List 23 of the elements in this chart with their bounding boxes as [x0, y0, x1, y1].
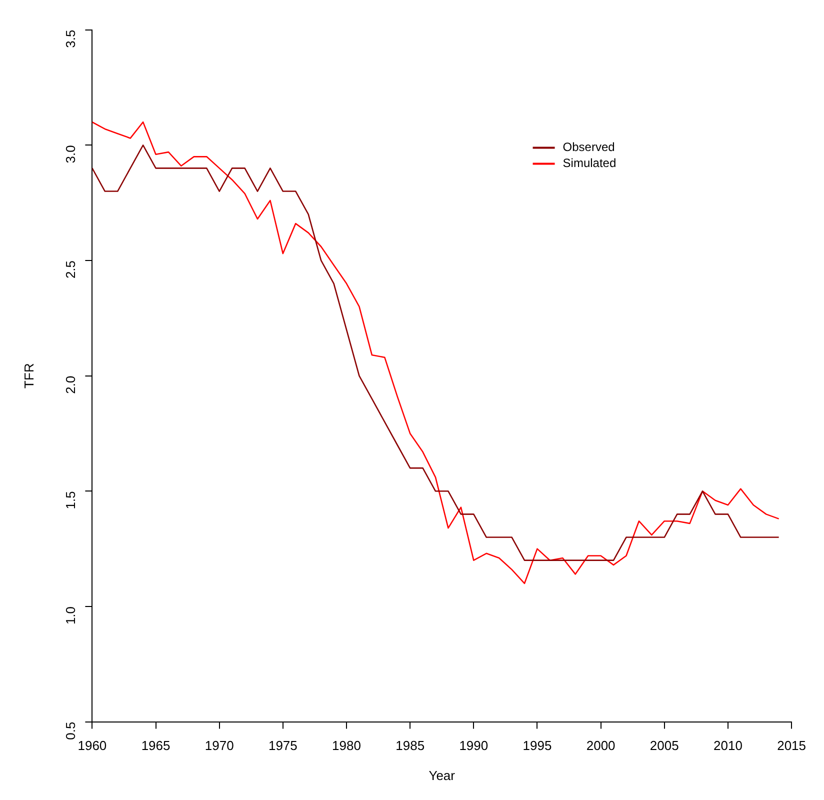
- x-tick-label: 2010: [714, 738, 742, 754]
- y-tick-label: 3.5: [62, 30, 78, 48]
- y-tick-label: 1.5: [62, 491, 78, 510]
- x-tick-label: 2005: [650, 738, 679, 754]
- x-axis-title: Year: [428, 768, 456, 783]
- legend-label: Simulated: [562, 156, 616, 170]
- x-tick-label: 1960: [78, 738, 107, 754]
- x-tick-label: 1985: [396, 738, 425, 754]
- x-tick-label: 1970: [204, 738, 234, 754]
- y-tick-label: 2.5: [62, 260, 78, 279]
- y-tick-label: 0.5: [62, 722, 78, 740]
- x-tick-label: 1965: [141, 738, 170, 754]
- x-tick-label: 1980: [332, 738, 361, 754]
- y-tick-label: 3.0: [62, 145, 78, 164]
- legend-label: Observed: [562, 140, 615, 154]
- y-tick-label: 1.0: [62, 606, 78, 625]
- x-tick-label: 2015: [777, 738, 806, 754]
- x-tick-label: 1995: [522, 738, 552, 754]
- y-tick-label: 2.0: [62, 376, 78, 394]
- x-tick-label: 2000: [586, 738, 616, 754]
- y-axis-title: TFR: [21, 363, 36, 388]
- x-tick-label: 1990: [459, 738, 488, 754]
- x-tick-label: 1975: [268, 738, 298, 754]
